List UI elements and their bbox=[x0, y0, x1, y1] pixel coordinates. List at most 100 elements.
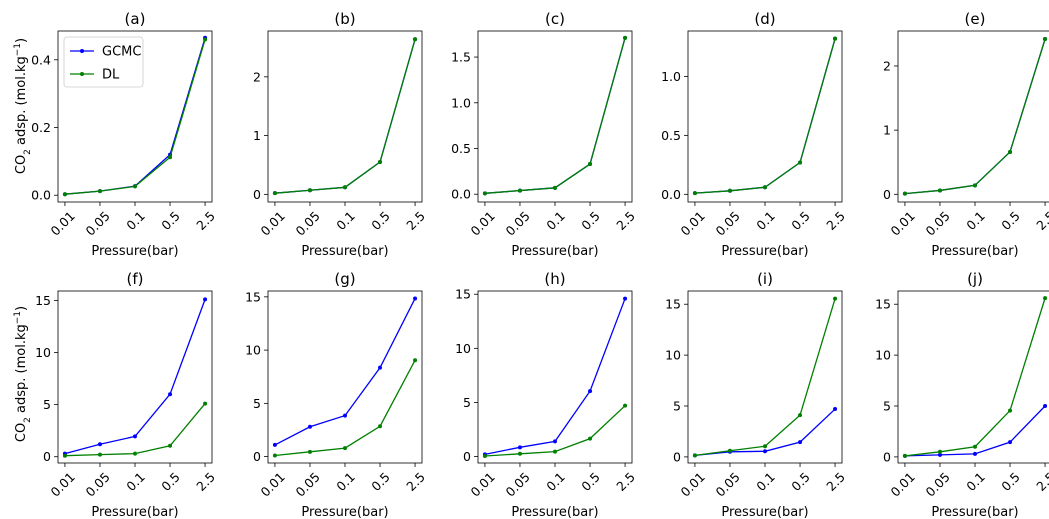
y-tick-label: 2 bbox=[253, 69, 261, 84]
y-tick-label: 15 bbox=[455, 287, 471, 302]
y-tick-label: 15 bbox=[665, 297, 681, 312]
series-line-dl bbox=[484, 37, 626, 194]
x-tick-label: 0.01 bbox=[258, 469, 288, 499]
panel-title: (h) bbox=[544, 270, 565, 288]
y-tick-label: 0 bbox=[673, 449, 681, 464]
x-tick-label: 0.01 bbox=[888, 469, 918, 499]
x-tick-label: 0.01 bbox=[468, 208, 498, 238]
data-point-gcmc bbox=[973, 451, 977, 456]
axes-frame bbox=[57, 290, 213, 464]
panel-7: (g) 0 5 10 15 0.01 0.05 0.1 0.5 2.5 Pressure(bar) bbox=[245, 270, 428, 519]
series-line-gcmc bbox=[694, 408, 836, 457]
data-point-dl bbox=[307, 188, 312, 193]
x-tick-label: 0.01 bbox=[678, 469, 708, 499]
data-point-gcmc bbox=[588, 389, 593, 394]
y-tick-label: 1 bbox=[253, 128, 261, 143]
x-axis-label: Pressure(bar) bbox=[511, 244, 598, 259]
x-tick-label: 0.5 bbox=[788, 469, 813, 494]
axes-frame bbox=[897, 290, 1049, 464]
x-tick-label: 0.1 bbox=[333, 208, 358, 233]
data-point-dl bbox=[203, 401, 208, 406]
data-point-dl bbox=[798, 160, 803, 165]
series-line-dl bbox=[904, 38, 1046, 195]
data-point-dl bbox=[588, 162, 593, 167]
data-point-gcmc bbox=[763, 449, 767, 454]
data-point-dl bbox=[413, 358, 418, 363]
x-tick-label: 0.01 bbox=[468, 469, 498, 499]
panel-title: (c) bbox=[545, 10, 565, 28]
y-tick-label: 0 bbox=[253, 187, 261, 202]
x-tick-label: 0.1 bbox=[753, 469, 778, 494]
data-point-dl bbox=[973, 444, 977, 449]
data-point-gcmc bbox=[937, 452, 942, 457]
series-line-gcmc bbox=[694, 38, 836, 194]
data-point-gcmc bbox=[1043, 404, 1048, 409]
data-point-gcmc bbox=[553, 439, 557, 444]
data-point-dl bbox=[62, 453, 67, 458]
series-line-gcmc bbox=[484, 298, 626, 455]
x-tick-label: 0.5 bbox=[998, 469, 1023, 494]
data-point-dl bbox=[553, 185, 557, 190]
y-tick-label: 1 bbox=[883, 123, 891, 138]
x-tick-label: 0.05 bbox=[503, 208, 533, 238]
x-tick-label: 0.01 bbox=[48, 208, 78, 238]
data-point-dl bbox=[692, 191, 697, 196]
data-point-dl bbox=[553, 449, 557, 454]
data-point-dl bbox=[482, 453, 487, 458]
data-point-dl bbox=[1008, 149, 1013, 154]
x-axis-label: Pressure(bar) bbox=[301, 244, 388, 259]
panel-title: (b) bbox=[334, 10, 355, 28]
axes-frame bbox=[267, 30, 423, 203]
axes-frame bbox=[687, 290, 843, 464]
series-line-gcmc bbox=[274, 298, 416, 446]
y-tick-label: 0.2 bbox=[31, 120, 51, 135]
axes-frame bbox=[477, 290, 633, 464]
data-point-dl bbox=[727, 188, 732, 193]
panels: (a)0.00.20.40.01 0.05 0.1 0.5 2.5Pressure(ba… bbox=[31, 10, 1049, 519]
x-tick-label: 0.05 bbox=[503, 469, 533, 499]
x-tick-label: 0.5 bbox=[368, 469, 393, 494]
panel-5: (e) 0 1 2 0.01 0.05 0.1 0.5 2.5 Pressure(bar) bbox=[883, 10, 1049, 259]
data-point-gcmc bbox=[133, 434, 137, 439]
x-tick-label: 0.01 bbox=[258, 208, 288, 238]
y-tick-label: 1.0 bbox=[451, 95, 471, 110]
x-tick-label: 0.5 bbox=[158, 208, 183, 233]
data-point-dl bbox=[973, 183, 977, 188]
panel-6: (f) 0 5 10 15 0.01 0.05 0.1 0.5 2.5 Pressure(bar) bbox=[35, 270, 218, 519]
data-point-gcmc bbox=[307, 424, 312, 429]
series-line-dl bbox=[904, 297, 1046, 457]
y-tick-label: 0.0 bbox=[661, 187, 681, 202]
x-tick-label: 0.1 bbox=[123, 469, 148, 494]
x-tick-label: 0.05 bbox=[713, 208, 743, 238]
y-tick-label: 5 bbox=[253, 396, 261, 411]
panel-4: (d) 0.0 0.5 1.0 0.01 0.05 0.1 0.5 2.5 Pressure(ba… bbox=[661, 10, 848, 259]
panel-title: (a) bbox=[125, 10, 146, 28]
x-tick-label: 0.1 bbox=[543, 208, 568, 233]
y-tick-label: 10 bbox=[35, 345, 51, 360]
x-tick-label: 0.5 bbox=[578, 208, 603, 233]
legend-marker-gcmc bbox=[80, 49, 84, 53]
y-tick-label: 10 bbox=[245, 343, 261, 358]
series-line-dl bbox=[694, 38, 836, 194]
axes-frame bbox=[897, 30, 1049, 203]
x-axis-label: Pressure(bar) bbox=[721, 505, 808, 519]
data-point-dl bbox=[517, 188, 522, 193]
y-tick-label: 5 bbox=[883, 399, 891, 414]
data-point-dl bbox=[62, 192, 67, 197]
x-tick-label: 2.5 bbox=[1033, 208, 1049, 233]
ylabel-row-2: CO2 adsp. (mol.kg−1) bbox=[13, 306, 33, 442]
x-tick-label: 0.05 bbox=[923, 208, 953, 238]
data-point-gcmc bbox=[517, 445, 522, 450]
data-point-gcmc bbox=[272, 442, 277, 447]
x-axis-label: Pressure(bar) bbox=[931, 244, 1018, 259]
data-point-dl bbox=[763, 444, 767, 449]
data-point-gcmc bbox=[97, 442, 102, 447]
x-tick-label: 0.1 bbox=[333, 469, 358, 494]
data-point-gcmc bbox=[168, 392, 173, 397]
x-tick-label: 0.05 bbox=[293, 469, 323, 499]
y-tick-label: 0.5 bbox=[451, 141, 471, 156]
legend: GCMC DL bbox=[63, 36, 144, 88]
data-point-dl bbox=[623, 35, 628, 40]
x-tick-label: 0.1 bbox=[543, 469, 568, 494]
y-tick-label: 1.0 bbox=[661, 69, 681, 84]
